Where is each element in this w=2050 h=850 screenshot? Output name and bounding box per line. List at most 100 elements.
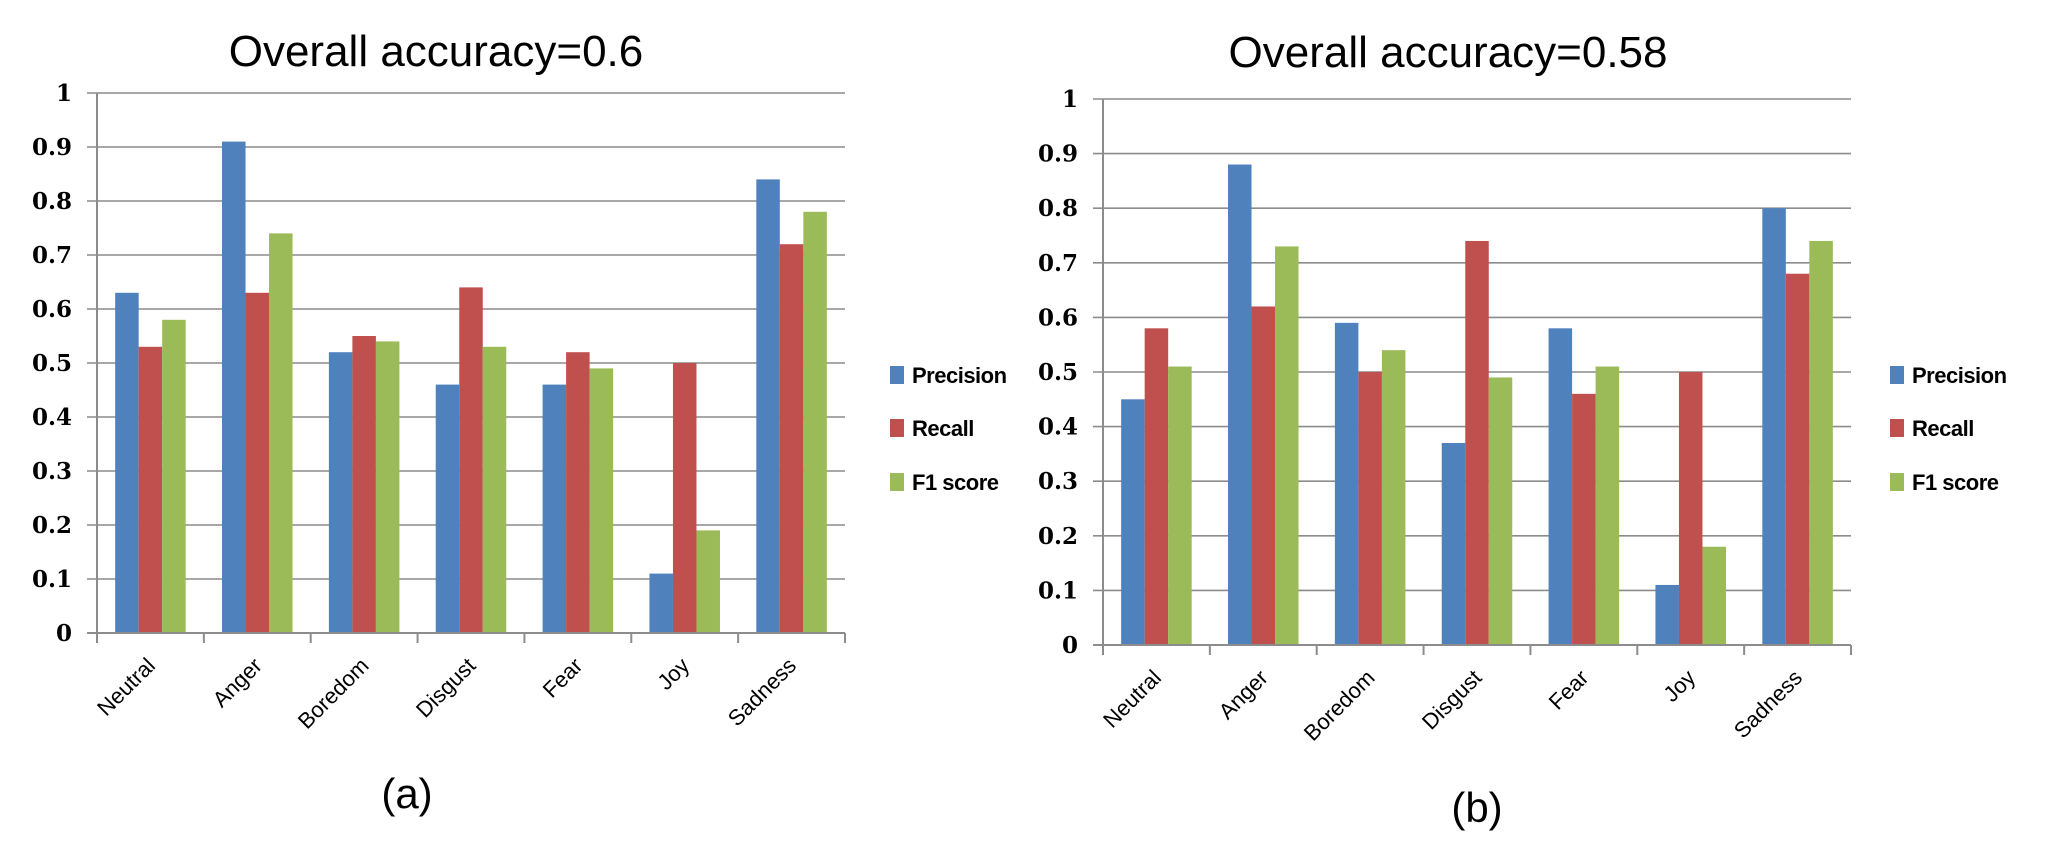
bar-f1-score-joy [696, 530, 720, 633]
bar-recall-joy [672, 363, 697, 633]
legend: Precision Recall F1 score [890, 363, 1007, 495]
x-tick-labels: Neutral Anger Boredom Disgust Fear Joy Sadness [1098, 665, 1807, 746]
legend-swatch [1890, 473, 1904, 491]
bar-f1-score-sadness [1809, 240, 1833, 645]
bar-precision-sadness [1762, 208, 1786, 645]
axes [87, 93, 846, 643]
legend-label: Precision [912, 363, 1007, 388]
bar-f1-score-boredom [1381, 350, 1406, 645]
legend-item: F1 score [1890, 470, 1999, 495]
y-tick-labels: 0 0.1 0.2 0.3 0.4 0.5 0.6 0.7 0.8 0.9 1 [32, 80, 72, 647]
chart-caption: (a) [381, 770, 432, 817]
y-tick-label: 0.1 [32, 566, 72, 593]
bar-f1-score-disgust [482, 346, 507, 633]
bar-f1-score-neutral [1168, 366, 1192, 645]
bars [1121, 164, 1833, 646]
bar-precision-neutral [1121, 399, 1145, 645]
bar-precision-fear [542, 384, 567, 633]
legend-swatch [890, 366, 904, 384]
y-tick-label: 0.5 [1038, 359, 1078, 386]
y-tick-label: 0.7 [32, 242, 72, 269]
bar-recall-neutral [1144, 328, 1169, 645]
y-tick-label: 0.3 [1038, 468, 1078, 495]
legend-item: Recall [1890, 416, 1974, 441]
x-tick-label: Neutral [1098, 665, 1166, 733]
bar-f1-score-fear [1595, 366, 1620, 645]
x-tick-label: Joy [1658, 665, 1700, 707]
legend-label: F1 score [1912, 470, 1999, 495]
y-tick-label: 0.7 [1038, 250, 1078, 277]
y-tick-label: 0.6 [32, 296, 72, 323]
y-tick-label: 1 [1062, 86, 1078, 113]
axes [1093, 99, 1852, 655]
y-tick-label: 0.9 [1038, 141, 1078, 168]
x-tick-label: Anger [208, 653, 267, 712]
chart-title: Overall accuracy=0.6 [229, 27, 644, 76]
legend-swatch [1890, 419, 1904, 437]
bar-recall-joy [1678, 372, 1703, 645]
bar-recall-neutral [138, 346, 163, 633]
x-tick-label: Disgust [1417, 665, 1487, 735]
bar-f1-score-fear [589, 368, 614, 633]
bar-precision-anger [1228, 164, 1252, 645]
x-tick-label: Sadness [723, 653, 801, 731]
bar-f1-score-neutral [162, 319, 186, 633]
chart-b: Overall accuracy=0.58 0 0.1 0.2 0.3 0.4 0.5 0.… [1038, 28, 2007, 831]
bar-precision-neutral [115, 292, 139, 633]
y-tick-label: 0.1 [1038, 577, 1078, 604]
y-tick-label: 0 [56, 620, 72, 647]
chart-a: Overall accuracy=0.6 0 0.1 0.2 0.3 0.4 0.5 0.6… [32, 27, 1007, 817]
bar-f1-score-joy [1702, 546, 1726, 645]
bar-f1-score-disgust [1488, 377, 1513, 645]
y-tick-label: 0.5 [32, 350, 72, 377]
bar-precision-anger [222, 141, 246, 633]
legend-item: F1 score [890, 470, 999, 495]
bar-recall-boredom [352, 336, 376, 633]
y-tick-label: 0.4 [1038, 414, 1078, 441]
legend-item: Precision [890, 363, 1007, 388]
y-tick-label: 1 [56, 80, 72, 107]
legend: Precision Recall F1 score [1890, 363, 2007, 495]
bar-recall-disgust [459, 287, 483, 633]
x-tick-label: Neutral [92, 653, 160, 721]
bar-precision-joy [1655, 584, 1679, 645]
y-tick-label: 0 [1062, 632, 1078, 659]
bars [115, 141, 827, 634]
x-tick-label: Anger [1214, 665, 1273, 724]
y-tick-label: 0.9 [32, 134, 72, 161]
x-tick-labels: Neutral Anger Boredom Disgust Fear Joy Sadness [92, 653, 801, 734]
x-tick-label: Disgust [411, 653, 481, 723]
bar-recall-sadness [1785, 273, 1810, 645]
x-tick-label: Sadness [1729, 665, 1807, 743]
bar-recall-anger [245, 292, 270, 633]
y-tick-label: 0.2 [32, 512, 72, 539]
bar-precision-boredom [328, 352, 353, 633]
x-tick-label: Boredom [293, 653, 374, 734]
bar-f1-score-boredom [375, 341, 400, 633]
bar-recall-disgust [1465, 240, 1489, 645]
bar-recall-sadness [779, 244, 804, 633]
bar-precision-boredom [1334, 322, 1359, 645]
bar-f1-score-anger [269, 233, 293, 633]
legend-label: F1 score [912, 470, 999, 495]
bar-precision-disgust [1441, 442, 1466, 645]
y-tick-label: 0.6 [1038, 304, 1078, 331]
legend-swatch [890, 473, 904, 491]
y-tick-label: 0.4 [32, 404, 72, 431]
bar-recall-fear [566, 352, 590, 633]
legend-item: Precision [1890, 363, 2007, 388]
bar-precision-disgust [435, 384, 460, 633]
legend-label: Precision [1912, 363, 2007, 388]
x-tick-label: Joy [652, 653, 694, 695]
y-tick-label: 0.8 [32, 188, 72, 215]
x-tick-label: Fear [1544, 665, 1594, 715]
y-tick-label: 0.3 [32, 458, 72, 485]
bar-precision-sadness [756, 179, 780, 633]
bar-recall-boredom [1358, 372, 1382, 645]
chart-title: Overall accuracy=0.58 [1229, 28, 1668, 77]
y-tick-label: 0.8 [1038, 195, 1078, 222]
y-tick-label: 0.2 [1038, 523, 1078, 550]
legend-item: Recall [890, 416, 974, 441]
legend-label: Recall [912, 416, 974, 441]
